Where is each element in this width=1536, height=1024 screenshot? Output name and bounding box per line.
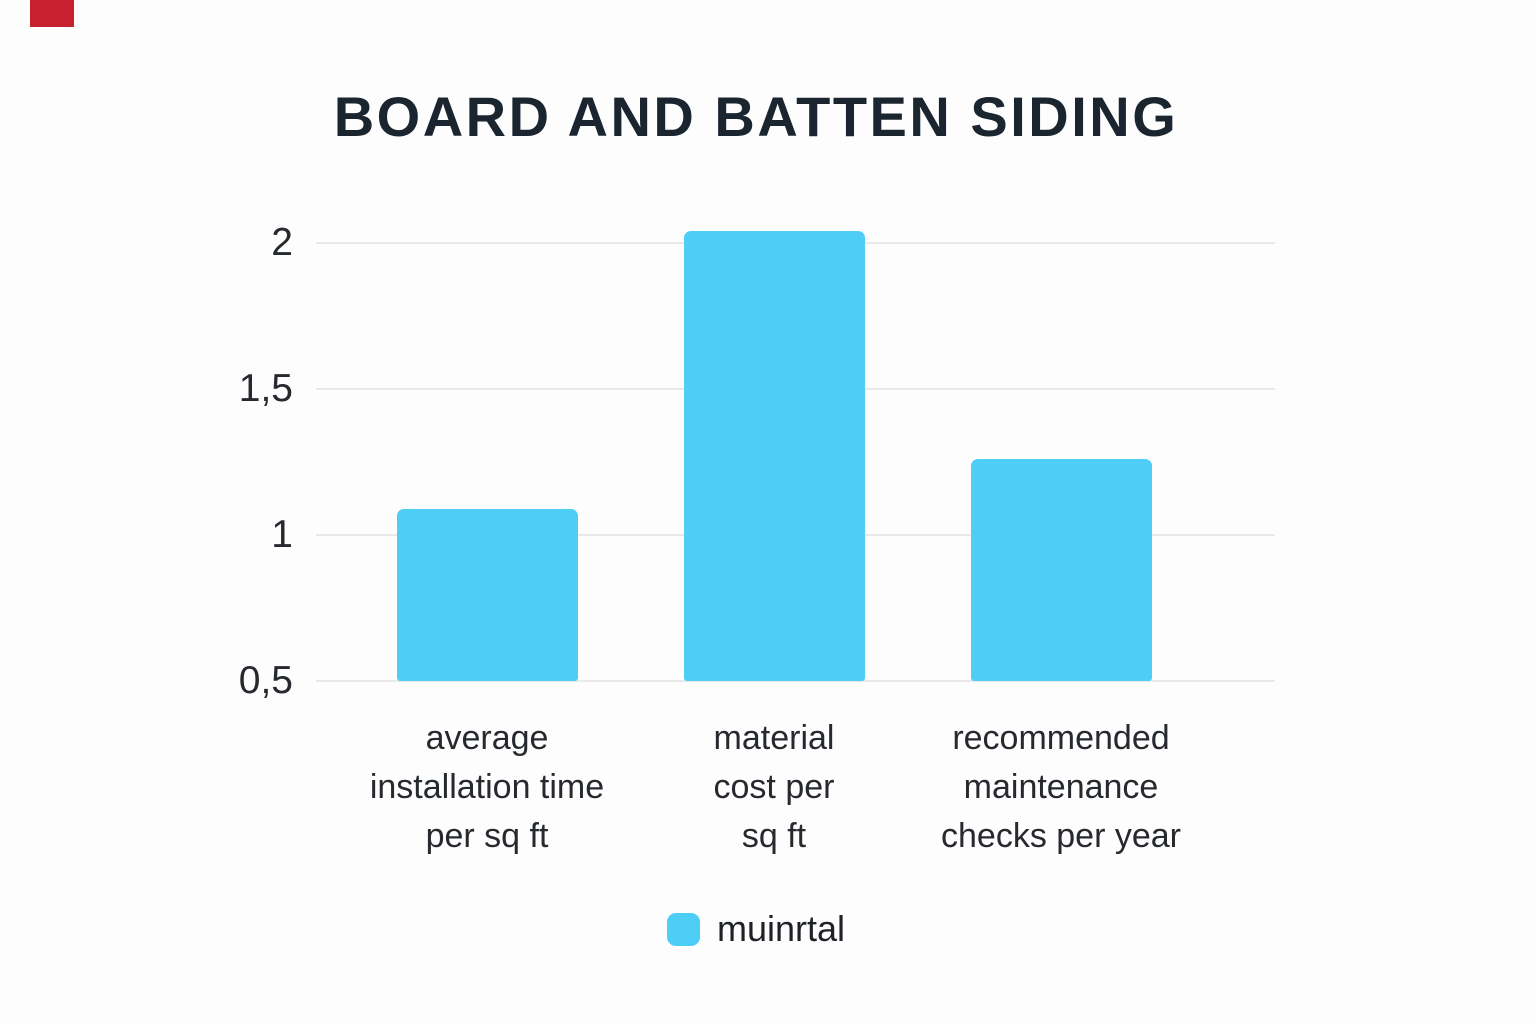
chart-title: BOARD AND BATTEN SIDING [333, 85, 1179, 148]
legend-label: muinrtal [716, 908, 846, 949]
category-label-line: material [713, 719, 835, 757]
category-label-line: average [425, 719, 549, 757]
category-label: average installation time per sq ft [307, 714, 667, 861]
category-label-line: sq ft [741, 817, 807, 855]
category-label: material cost per sq ft [594, 714, 954, 861]
category-label-line: cost per [713, 768, 835, 806]
category-label-line: maintenance [963, 768, 1159, 806]
gridline [316, 680, 1275, 682]
bar-1 [396, 508, 578, 681]
red-marker [30, 0, 74, 27]
bar-2 [683, 231, 865, 681]
legend: muinrtal [0, 908, 1512, 950]
category-label-line: recommended [952, 719, 1170, 757]
legend-swatch [666, 912, 700, 946]
category-label-line: per sq ft [425, 817, 549, 855]
category-label-line: installation time [369, 768, 605, 806]
category-label: recommended maintenance checks per year [881, 714, 1241, 861]
y-axis-tick-label: 0,5 [238, 659, 293, 702]
y-axis-tick-label: 1 [271, 513, 293, 556]
bar-3 [970, 459, 1152, 681]
category-label-line: checks per year [941, 817, 1181, 855]
y-axis-tick-label: 1,5 [238, 367, 293, 410]
y-axis-tick-label: 2 [271, 221, 293, 264]
